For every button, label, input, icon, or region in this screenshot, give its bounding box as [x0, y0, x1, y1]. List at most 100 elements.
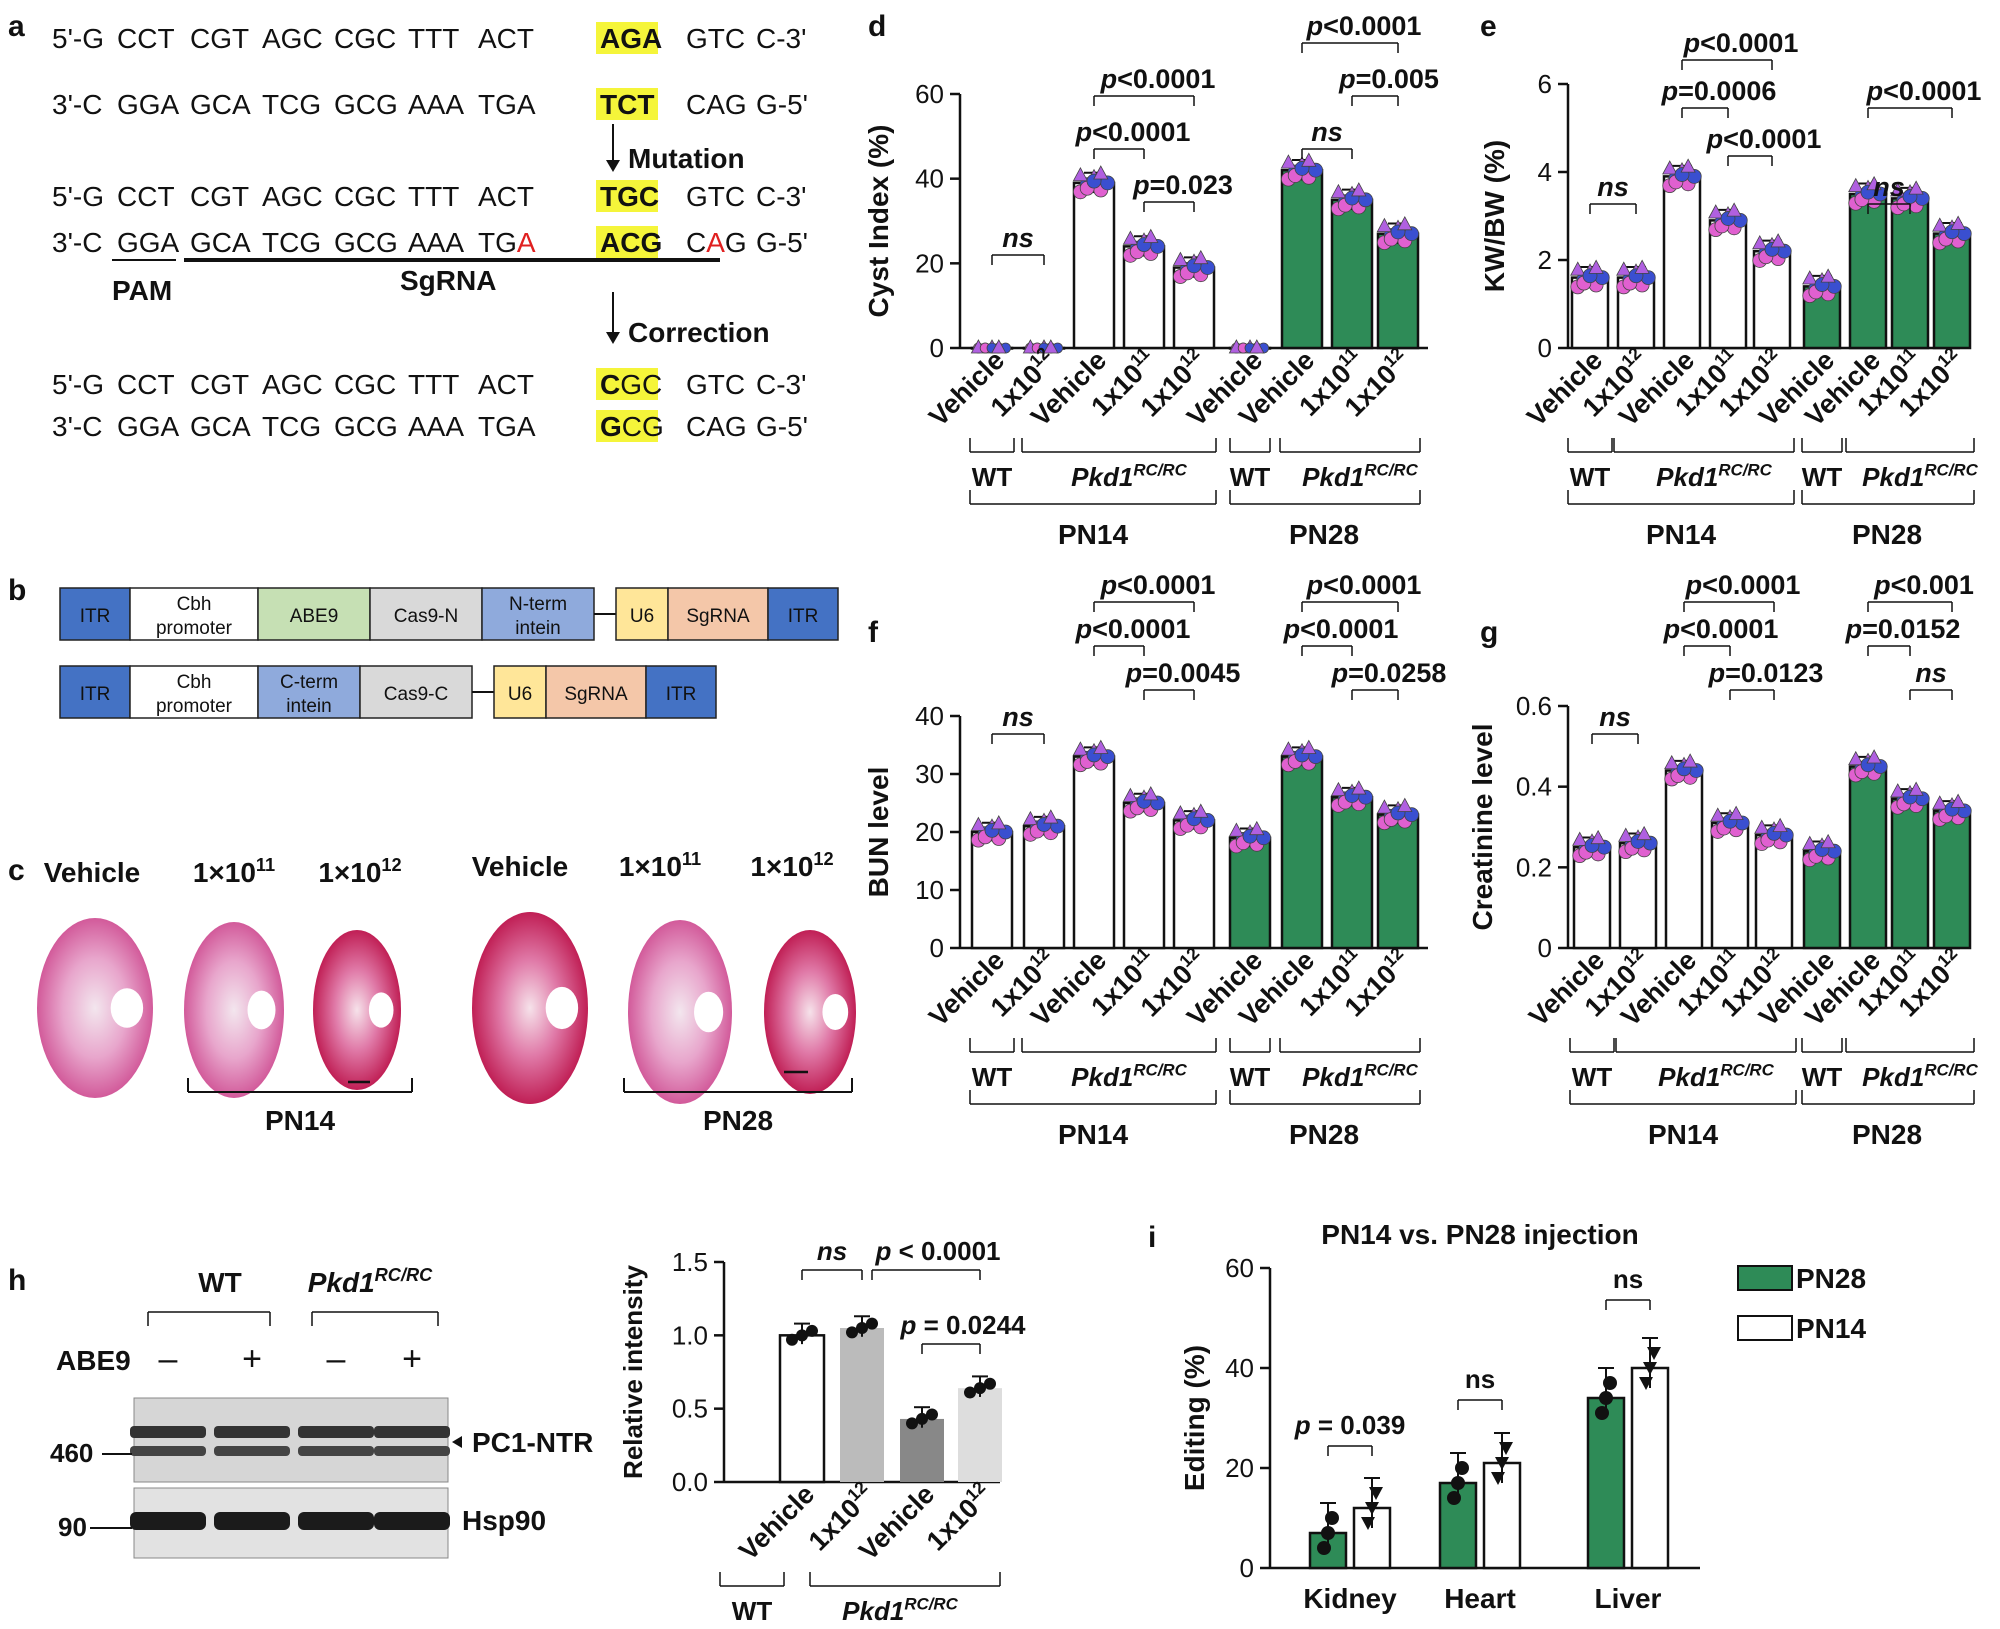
text-base: 1×10 [750, 851, 813, 882]
data-point [786, 1333, 798, 1346]
seq3-bottom-codon: TGA [478, 411, 536, 442]
chart-title: PN14 vs. PN28 injection [1321, 1219, 1638, 1250]
data-point [1317, 1541, 1331, 1555]
bar [1072, 181, 1116, 350]
construct1-block-label: promoter [156, 618, 233, 639]
data-point [1499, 1442, 1513, 1455]
bar [1890, 197, 1930, 350]
blot-band [298, 1512, 374, 1530]
p-value: <0.0001 [1323, 570, 1421, 600]
seq3-bottom-codon: GGA [117, 411, 180, 442]
data-point [974, 1382, 986, 1395]
highlight-box [596, 88, 658, 120]
p-symbol: p [1283, 614, 1301, 644]
x-tick-label: 1x1012 [919, 1477, 999, 1557]
text-base: 1×10 [193, 857, 256, 888]
construct1-block-label: ITR [80, 606, 111, 627]
data-point [1848, 750, 1864, 766]
y-tick-label: 4 [1538, 157, 1552, 187]
data-point [1397, 215, 1413, 231]
seq3-top-codon: AGC [262, 369, 323, 400]
p-value: <0.0001 [1092, 614, 1190, 644]
bar [1572, 845, 1612, 950]
data-point [1664, 754, 1680, 770]
data-point [1361, 1517, 1375, 1530]
text-base: Pkd1 [1302, 462, 1364, 492]
text-base: C [686, 227, 706, 258]
data-point [1043, 339, 1059, 354]
data-point [1249, 820, 1265, 836]
condition-label: 1×1012 [318, 855, 401, 888]
seq1-top-codon: ACT [478, 23, 534, 54]
kidney-hilum [247, 990, 276, 1030]
seq2-bottom-prefix: 3'-C [52, 227, 102, 258]
text-exponent: RC/RC [1720, 1061, 1774, 1080]
significance-label: p<0.0001 [1283, 614, 1399, 644]
text-base: Pkd1 [842, 1596, 904, 1626]
p-value: =0.023 [1150, 170, 1233, 200]
data-point [856, 1322, 868, 1334]
significance-label: p<0.0001 [1683, 28, 1799, 58]
group-label-pkd1: Pkd1RC/RC [1862, 461, 1978, 492]
data-point [906, 1417, 918, 1430]
x-tick-label: Heart [1444, 1583, 1516, 1614]
data-point [1890, 783, 1906, 798]
data-point [1321, 1526, 1335, 1540]
data-point [1330, 183, 1347, 199]
seq1-top-codon: CGC [334, 23, 396, 54]
abe9-label: ABE9 [56, 1345, 131, 1376]
p-symbol: p [1845, 614, 1863, 644]
data-point [1634, 259, 1650, 274]
data-point [1301, 739, 1317, 754]
y-axis-label: BUN level [863, 767, 894, 898]
blot-band [298, 1426, 374, 1438]
p-value: <0.0001 [1700, 28, 1798, 58]
text-exponent: RC/RC [1924, 1061, 1978, 1080]
seq2-bottom-target: ACG [600, 227, 662, 258]
p-value: =0.0152 [1862, 614, 1960, 644]
bar [1848, 765, 1888, 950]
p-value: < 0.0001 [891, 1236, 1000, 1266]
p-symbol: p [874, 1236, 891, 1266]
seq1-top-codon: CCT [117, 23, 175, 54]
p-symbol: p [1708, 658, 1726, 688]
correction-label: Correction [628, 317, 770, 348]
seq3-bottom-codon: GCA [190, 411, 251, 442]
group-label-wt: WT [1570, 462, 1611, 492]
age-label-pn28: PN28 [1289, 519, 1359, 550]
significance-label: p<0.0001 [1663, 614, 1779, 644]
text-base: Pkd1 [1656, 462, 1718, 492]
group-label-pkd1: Pkd1RC/RC [1071, 461, 1187, 492]
blot-band [130, 1512, 206, 1530]
seq1-bottom-codon: GCG [334, 89, 398, 120]
p-value: =0.0045 [1142, 658, 1240, 688]
text-exponent: RC/RC [1718, 461, 1772, 480]
kidney-section [472, 912, 588, 1104]
seq3-top-codon: ACT [478, 369, 534, 400]
blot-band [214, 1512, 290, 1530]
text-exponent: RC/RC [1364, 461, 1418, 480]
construct2-block [645, 665, 717, 719]
group-label-pn14: PN14 [265, 1105, 335, 1136]
data-point [806, 1324, 818, 1337]
bar [958, 1388, 1002, 1482]
y-tick-label: 20 [915, 248, 944, 278]
construct2-block-label: C-term [280, 672, 338, 693]
bar [1630, 1366, 1670, 1570]
text-base: G [725, 227, 747, 258]
panel-label-e: e [1480, 10, 1497, 43]
data-point [991, 339, 1007, 354]
data-point [1143, 786, 1159, 801]
significance-label: p<0.0001 [1706, 124, 1822, 154]
seq2-bottom-codon: GCA [190, 227, 251, 258]
blot-membrane-top [133, 1397, 449, 1483]
data-point [1618, 827, 1634, 842]
data-point [1908, 180, 1924, 195]
group-label-pkd1: Pkd1RC/RC [1656, 461, 1772, 492]
seq2-bottom-codon: AAA [408, 227, 464, 258]
data-point [1172, 251, 1189, 266]
seq2-bottom-codon: GCG [334, 227, 398, 258]
band-label-hsp90: Hsp90 [462, 1505, 546, 1536]
text-exponent: 11 [256, 855, 275, 875]
